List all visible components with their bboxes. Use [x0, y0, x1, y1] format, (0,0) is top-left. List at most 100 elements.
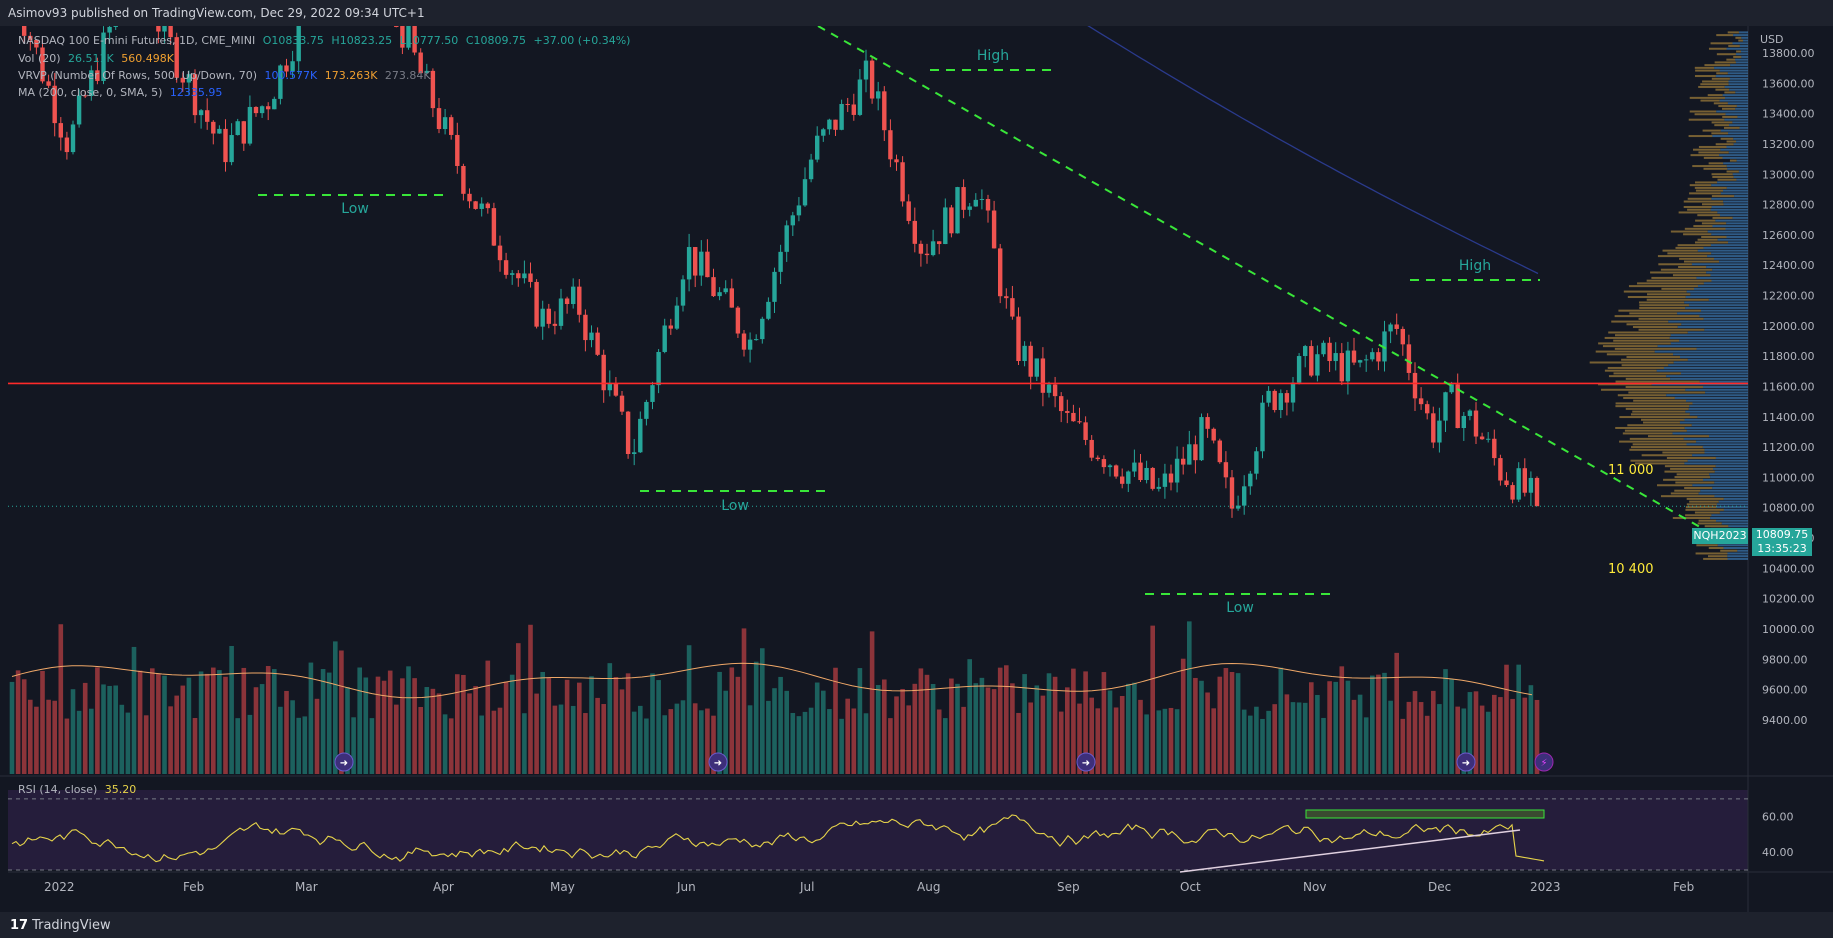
volume-bar [1284, 694, 1290, 774]
vrvp-down-row [1687, 208, 1711, 211]
volume-bar [162, 675, 167, 774]
vrvp-down-row [1718, 105, 1737, 108]
volume-bar [1046, 673, 1052, 774]
vrvp-down-row [1690, 154, 1720, 157]
vrvp-up-row [1696, 347, 1748, 350]
vrvp-down-row [1662, 451, 1705, 454]
time-label-jun: Jun [676, 880, 696, 894]
vrvp-down-row [1689, 192, 1721, 195]
vrvp-down-row [1715, 88, 1730, 91]
vrvp-down-row [1619, 416, 1698, 419]
candle-body [1321, 342, 1326, 355]
candle-body [723, 288, 728, 293]
vrvp-up-row [1685, 296, 1748, 299]
vrvp-up-row [1714, 470, 1748, 473]
candle-body [253, 106, 259, 114]
vrvp-up-row [1714, 495, 1748, 498]
candle-body [28, 35, 33, 40]
rsi-value: 35.20 [104, 783, 137, 796]
candle-body [491, 208, 497, 246]
candle-body [900, 162, 905, 202]
volume-bar [1034, 685, 1040, 774]
candle-body [485, 203, 490, 209]
vrvp-up-row [1715, 465, 1748, 468]
volume-bar [601, 704, 606, 774]
vrvp-up-row [1727, 72, 1748, 75]
vrvp-up-row [1715, 219, 1748, 222]
volume-bar [1467, 692, 1473, 774]
volume-bar [705, 708, 710, 774]
vrvp-up-row [1689, 405, 1748, 408]
volume-bar [223, 676, 228, 774]
volume-bar [607, 663, 613, 774]
vrvp-down-row [1675, 246, 1704, 249]
vrvp-down-row [1611, 320, 1669, 323]
vrvp-name: VRVP (Number Of Rows, 500, Up/Down, 70) [18, 69, 258, 82]
vrvp-up-row [1723, 189, 1748, 192]
volume-bar [900, 688, 905, 774]
vrvp-down-row [1711, 77, 1730, 80]
vrvp-up-row [1718, 500, 1748, 503]
vrvp-up-row [1714, 66, 1748, 69]
candle-body [1437, 420, 1442, 443]
volume-bar [1095, 708, 1101, 774]
time-label-2022: 2022 [44, 880, 75, 894]
volume-bar [1492, 694, 1497, 774]
volume-bar [650, 673, 655, 774]
rsi-legend[interactable]: RSI (14, close) 35.20 [18, 783, 136, 796]
volume-bar [882, 679, 887, 774]
vrvp-down-row [1615, 426, 1685, 429]
volume-bar [369, 718, 375, 774]
vrvp-down-row [1689, 184, 1712, 187]
vrvp-up-row [1709, 473, 1748, 476]
vrvp-down-row [1697, 522, 1722, 525]
vrvp-up-row [1694, 287, 1748, 290]
price-tick: 13000.00 [1762, 168, 1815, 181]
vrvp-down-row [1638, 317, 1704, 320]
vrvp-down-row [1697, 238, 1718, 241]
descending-trendline [817, 25, 1701, 528]
vrvp-up-row [1673, 353, 1748, 356]
candle-body [815, 135, 820, 160]
vrvp-down-row [1689, 96, 1726, 99]
candle-body [58, 123, 63, 138]
vrvp-down-row [1697, 214, 1720, 217]
vrvp-down-row [1660, 268, 1713, 271]
vrvp-legend[interactable]: VRVP (Number Of Rows, 500, Up/Down, 70) … [18, 69, 431, 82]
volume-bar [101, 684, 106, 774]
price-tick: 12000.00 [1762, 320, 1815, 333]
volume-bar [583, 713, 588, 774]
main-legend[interactable]: NASDAQ 100 E-mini Futures, 1D, CME_MINI … [18, 34, 630, 47]
candle-body [1095, 457, 1100, 460]
candle-body [266, 106, 271, 110]
vrvp-up-row [1712, 486, 1748, 489]
candle-body [436, 108, 442, 130]
vrvp-up-row [1740, 50, 1748, 53]
volume-bar [1321, 717, 1326, 774]
candle-body [857, 79, 863, 115]
vol-legend[interactable]: Vol (20) 26.511K 560.498K [18, 52, 174, 65]
price-tick: 9600.00 [1762, 684, 1808, 697]
ma-legend[interactable]: MA (200, close, 0, SMA, 5) 12335.95 [18, 86, 222, 99]
vrvp-down-row [1643, 421, 1680, 424]
volume-bar [186, 677, 192, 774]
vrvp-down-row [1622, 432, 1673, 435]
vrvp-down-row [1689, 110, 1717, 113]
vrvp-up-row [1688, 407, 1748, 410]
vrvp-up-row [1679, 339, 1748, 342]
tradingview-logo[interactable]: 17 TradingView [10, 918, 111, 933]
vrvp-up-row [1691, 424, 1748, 427]
volume-bar [259, 684, 265, 774]
candle-body [1193, 444, 1198, 461]
volume-bar [723, 690, 728, 774]
candle-body [619, 395, 625, 412]
candle-body [1504, 480, 1509, 486]
candle-body [833, 119, 838, 130]
price-tick: 11400.00 [1762, 411, 1815, 424]
candle-body [638, 418, 643, 453]
vrvp-up-row [1726, 165, 1748, 168]
time-label-oct: Oct [1180, 880, 1201, 894]
vrvp-up-row [1726, 47, 1748, 50]
volume-bar [747, 705, 753, 774]
